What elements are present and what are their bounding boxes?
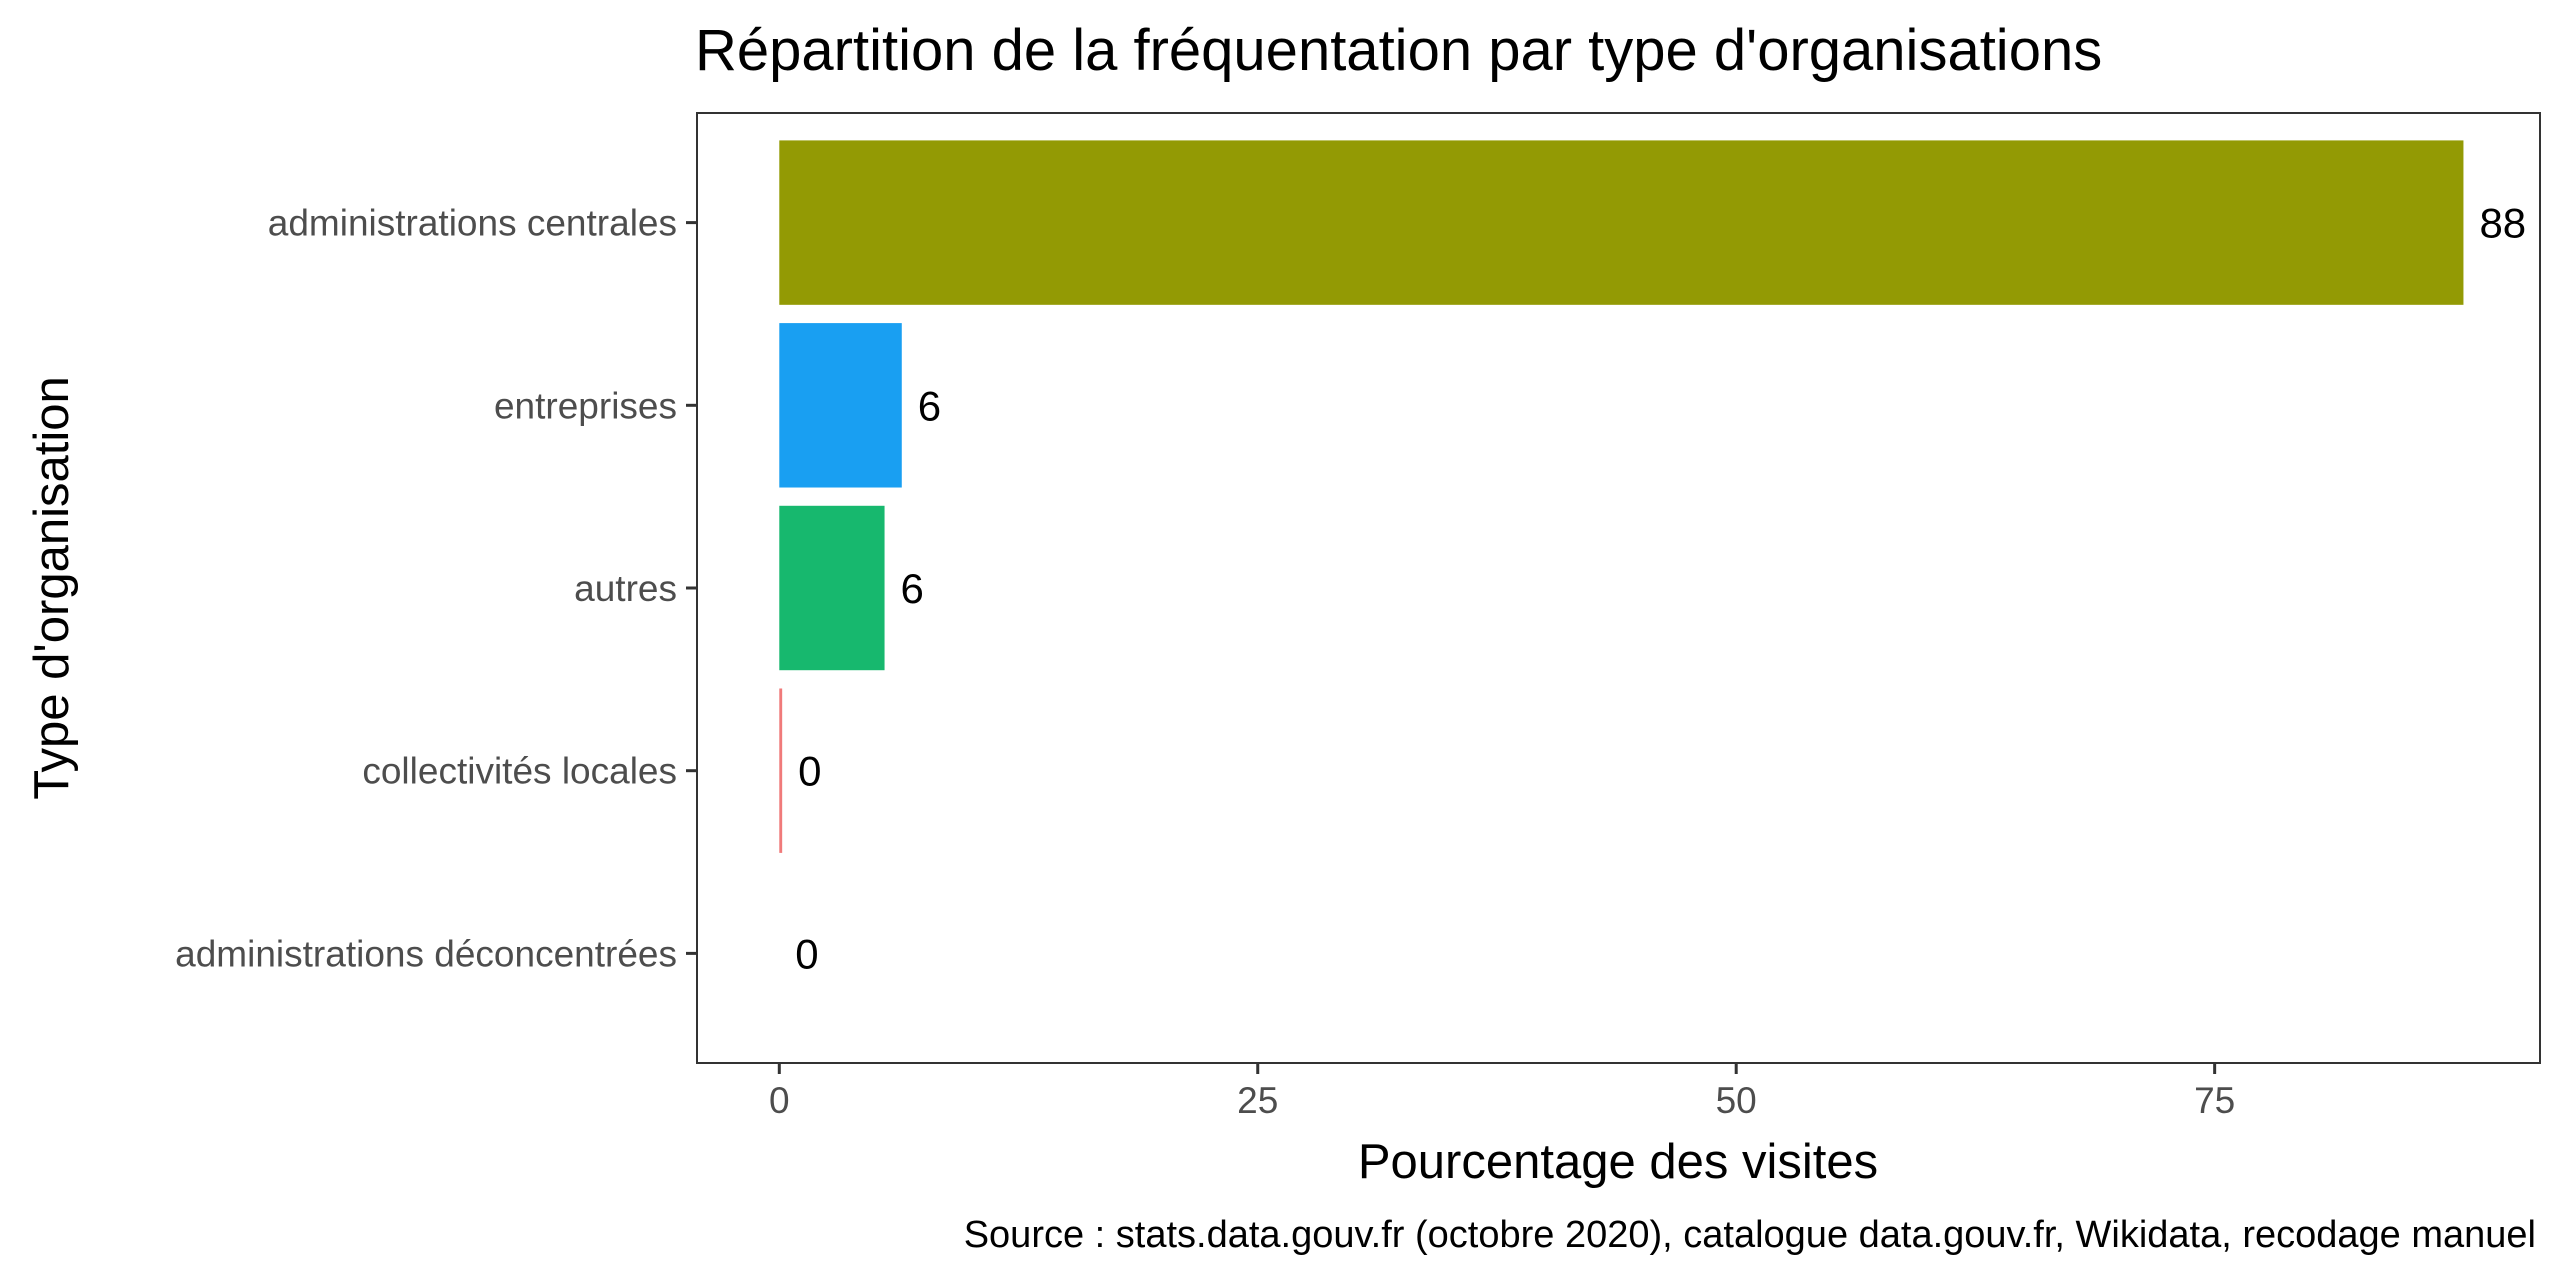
y-tick-label: autres [574, 568, 677, 609]
bars: 88 6 6 0 0 [779, 140, 2526, 977]
bar [779, 140, 2464, 305]
x-tick-label: 25 [1237, 1080, 1278, 1121]
data-label: 0 [798, 748, 821, 795]
data-label: 6 [918, 382, 941, 429]
y-tick-label: collectivités locales [362, 751, 677, 792]
y-axis-title: Type d'organisation [25, 376, 79, 799]
x-tick-label: 0 [769, 1080, 790, 1121]
chart-title: Répartition de la fréquentation par type… [695, 18, 2102, 83]
x-axis-title: Pourcentage des visites [1358, 1135, 1878, 1189]
data-label: 0 [795, 930, 818, 977]
source-caption: Source : stats.data.gouv.fr (octobre 202… [964, 1214, 2536, 1256]
x-tick-label: 50 [1716, 1080, 1757, 1121]
data-label: 6 [901, 565, 924, 612]
x-axis: 0 25 50 75 [769, 1063, 2235, 1121]
bar [779, 688, 783, 853]
data-label: 88 [2479, 200, 2526, 247]
y-axis: administrations centrales entreprises autr… [175, 203, 697, 974]
y-tick-label: administrations centrales [268, 203, 677, 244]
bar [779, 323, 902, 488]
y-tick-label: administrations déconcentrées [175, 933, 677, 974]
bar [779, 505, 885, 671]
x-tick-label: 75 [2194, 1080, 2235, 1121]
y-tick-label: entreprises [494, 385, 677, 426]
